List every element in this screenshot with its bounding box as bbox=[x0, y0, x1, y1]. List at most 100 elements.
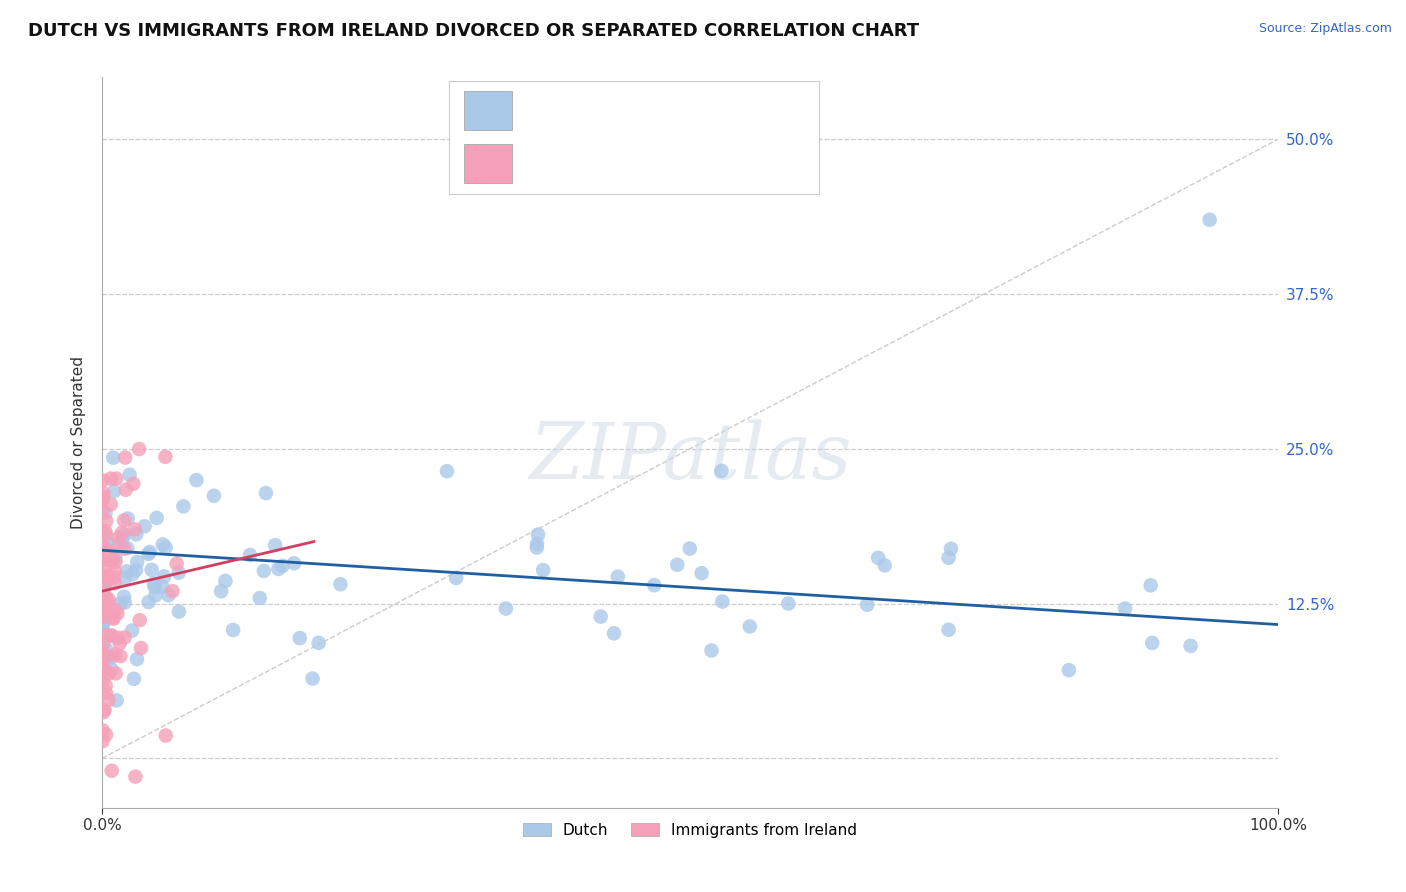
Point bbox=[94, 649, 117, 664]
Point bbox=[91, 618, 114, 632]
Point bbox=[103, 450, 125, 465]
Point bbox=[91, 648, 114, 663]
Y-axis label: Divorced or Separated: Divorced or Separated bbox=[72, 356, 86, 529]
Point bbox=[125, 652, 148, 666]
Point bbox=[91, 539, 114, 553]
Point bbox=[122, 672, 145, 686]
Point bbox=[93, 569, 115, 583]
Point bbox=[96, 536, 118, 550]
Point bbox=[136, 547, 159, 561]
Point bbox=[112, 513, 135, 527]
Point bbox=[97, 568, 120, 582]
Point bbox=[444, 571, 467, 585]
Point bbox=[150, 580, 173, 594]
Point bbox=[97, 692, 120, 706]
Point bbox=[91, 582, 114, 597]
Point bbox=[162, 584, 184, 599]
Point bbox=[93, 663, 115, 677]
Point bbox=[271, 558, 294, 573]
Point bbox=[94, 524, 117, 539]
Point bbox=[301, 672, 323, 686]
Point bbox=[856, 598, 879, 612]
Point bbox=[938, 623, 960, 637]
Point bbox=[124, 522, 146, 536]
Point bbox=[288, 631, 311, 645]
Point bbox=[1139, 578, 1161, 592]
Point bbox=[125, 527, 148, 541]
Point bbox=[104, 564, 127, 578]
Point bbox=[94, 560, 117, 574]
Point bbox=[249, 591, 271, 605]
Point bbox=[143, 580, 166, 594]
Point bbox=[108, 597, 131, 611]
Point bbox=[91, 549, 114, 563]
Point bbox=[603, 626, 626, 640]
Point bbox=[115, 564, 138, 578]
Point bbox=[141, 563, 163, 577]
Point bbox=[93, 592, 115, 607]
Point bbox=[1198, 212, 1220, 227]
Point bbox=[495, 601, 517, 615]
Point bbox=[214, 574, 236, 588]
Point bbox=[94, 679, 117, 693]
Point bbox=[91, 617, 114, 632]
Point bbox=[101, 554, 124, 568]
Point bbox=[93, 705, 115, 719]
Point bbox=[606, 570, 628, 584]
Point bbox=[93, 601, 115, 615]
Point bbox=[139, 545, 162, 559]
Point bbox=[112, 527, 135, 541]
Point bbox=[91, 616, 114, 631]
Point bbox=[1114, 601, 1136, 615]
Point bbox=[690, 566, 713, 581]
Point bbox=[103, 570, 125, 584]
Point bbox=[104, 666, 127, 681]
Point bbox=[157, 588, 180, 602]
Point bbox=[98, 651, 121, 665]
Point bbox=[107, 536, 129, 550]
Point bbox=[700, 643, 723, 657]
Point bbox=[145, 589, 167, 603]
Point bbox=[93, 553, 115, 567]
Point bbox=[91, 644, 114, 658]
Point bbox=[643, 578, 665, 592]
Point bbox=[93, 570, 115, 584]
Point bbox=[267, 562, 290, 576]
Point bbox=[868, 550, 890, 565]
Point bbox=[91, 734, 114, 748]
Point bbox=[778, 597, 800, 611]
Point bbox=[186, 473, 208, 487]
Point bbox=[96, 628, 118, 642]
Point bbox=[93, 663, 115, 677]
Point bbox=[128, 442, 150, 456]
Point bbox=[329, 577, 352, 591]
Point bbox=[152, 537, 174, 551]
Point bbox=[91, 493, 114, 508]
Point bbox=[124, 770, 146, 784]
Text: ZIPatlas: ZIPatlas bbox=[529, 419, 851, 495]
Point bbox=[91, 606, 114, 620]
Point bbox=[202, 489, 225, 503]
Point bbox=[121, 624, 143, 638]
Point bbox=[125, 563, 148, 577]
Point bbox=[253, 564, 276, 578]
Point bbox=[91, 673, 114, 688]
Point bbox=[93, 703, 115, 717]
Point bbox=[531, 563, 554, 577]
Point bbox=[209, 584, 232, 599]
Point bbox=[94, 541, 117, 555]
Point bbox=[114, 483, 136, 497]
Point bbox=[91, 571, 114, 585]
Point bbox=[100, 628, 122, 642]
Point bbox=[122, 476, 145, 491]
Point bbox=[117, 541, 139, 556]
Point bbox=[710, 464, 733, 478]
Point bbox=[128, 613, 150, 627]
Point bbox=[127, 555, 149, 569]
Point bbox=[222, 623, 245, 637]
Point bbox=[100, 663, 122, 677]
Point bbox=[155, 541, 177, 555]
Point bbox=[114, 595, 136, 609]
Point bbox=[94, 570, 117, 584]
Point bbox=[93, 578, 115, 592]
